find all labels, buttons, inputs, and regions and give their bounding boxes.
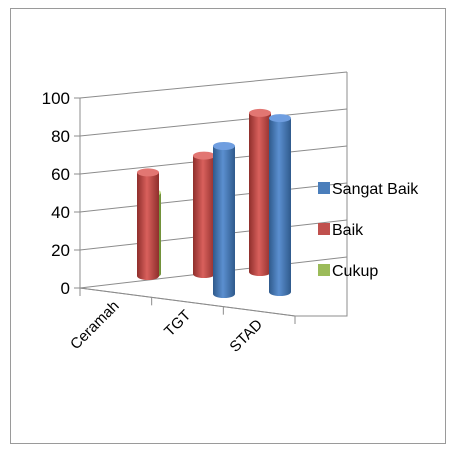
bar-top-cap (249, 108, 271, 117)
legend-swatch (318, 264, 330, 276)
legend-item-baik: Baik (318, 222, 364, 239)
legend-item-sangat-baik: Sangat Baik (318, 181, 419, 198)
bar-sangat-baik (213, 142, 235, 298)
legend-swatch (318, 182, 330, 194)
bar-body (269, 118, 291, 296)
bar-body (137, 172, 159, 280)
y-tick-label: 40 (51, 203, 70, 222)
category-labels: Ceramah TGT STAD (67, 297, 266, 355)
bar-body (213, 146, 235, 298)
bar-baik (249, 108, 271, 277)
axis-layer (74, 72, 348, 324)
legend-label: Sangat Baik (332, 181, 419, 198)
category-label: STAD (226, 316, 266, 356)
gridline (79, 108, 348, 137)
y-tick-label: 20 (51, 241, 70, 260)
grid-layer (79, 71, 348, 289)
bar-baik (137, 168, 159, 280)
y-tick-label: 60 (51, 165, 70, 184)
bar-top-cap (137, 168, 159, 177)
bar-body (249, 112, 271, 277)
y-tick-label: 80 (51, 127, 70, 146)
bars-layer (137, 108, 291, 298)
y-tick-labels: 0 20 40 60 80 100 (42, 89, 70, 298)
bar-baik (193, 151, 215, 278)
gridline (79, 71, 348, 99)
legend-label: Baik (332, 222, 364, 239)
category-label: TGT (161, 307, 194, 340)
bar-top-cap (269, 114, 291, 123)
legend: Sangat Baik Baik Cukup (318, 181, 419, 280)
legend-label: Cukup (332, 263, 378, 280)
y-tick-label: 0 (61, 279, 70, 298)
bar-sangat-baik (269, 114, 291, 296)
bar-top-cap (213, 142, 235, 150)
x-axis-line (79, 287, 296, 317)
category-label: Ceramah (67, 297, 123, 353)
legend-swatch (318, 223, 330, 235)
bar-body (193, 155, 215, 278)
y-tick-label: 100 (42, 89, 70, 108)
bar-top-cap (193, 151, 215, 160)
legend-item-cukup: Cukup (318, 263, 378, 280)
